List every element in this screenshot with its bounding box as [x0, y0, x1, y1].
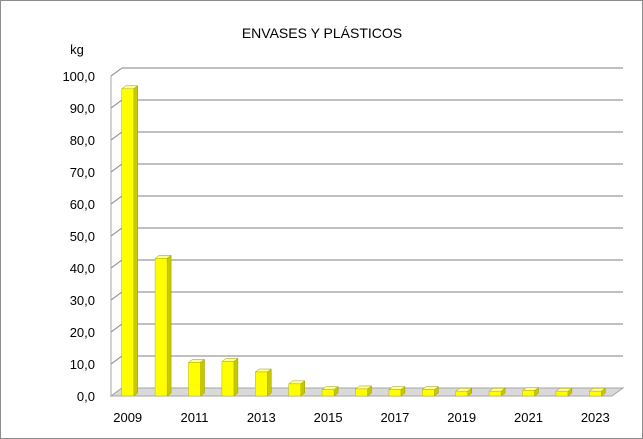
bar-front: [154, 258, 168, 397]
bar: [254, 368, 273, 397]
y-tick-label: 40,0: [70, 261, 95, 276]
x-tick-label: 2021: [514, 410, 543, 425]
gridline-depth: [110, 355, 123, 365]
gridline-depth: [110, 323, 123, 333]
bar-front: [422, 389, 435, 397]
bar-front: [455, 390, 468, 397]
y-tick-label: 70,0: [70, 165, 95, 180]
y-axis-unit-label: kg: [70, 42, 84, 57]
bar: [321, 386, 339, 397]
bar-layer: [120, 85, 607, 397]
bar-side: [200, 358, 205, 397]
y-tick-label: 60,0: [70, 197, 95, 212]
x-tick-label: 2013: [247, 410, 276, 425]
gridline-depth: [110, 227, 123, 237]
bar-side: [233, 357, 239, 397]
y-tick-label: 0,0: [77, 389, 95, 404]
gridline-depth: [110, 259, 123, 269]
bar: [454, 387, 473, 397]
x-tick-label: 2017: [380, 410, 409, 425]
bar-front: [221, 361, 235, 397]
y-tick-label: 90,0: [70, 101, 95, 116]
gridline-depth: [110, 195, 123, 205]
x-tick-label: 2019: [447, 410, 476, 425]
bar: [388, 386, 406, 397]
bar-front: [555, 390, 569, 397]
x-tick-label: 2015: [314, 410, 343, 425]
bar-front: [522, 390, 535, 397]
gridline-depth: [110, 131, 123, 141]
y-tick-label: 100,0: [62, 69, 95, 84]
grid-layer: [109, 67, 625, 397]
bar-side: [166, 254, 172, 397]
x-tick-labels: 2009 2011 2013 2015 2017 2019 2021 2023: [113, 410, 610, 425]
chart-title: ENVASES Y PLÁSTICOS: [242, 25, 402, 41]
bar-side: [133, 85, 138, 397]
bar: [421, 386, 440, 397]
x-tick-label: 2011: [181, 410, 209, 425]
bar: [120, 85, 139, 397]
y-tick-label: 80,0: [70, 133, 95, 148]
bar-side: [267, 368, 272, 397]
bar: [588, 387, 607, 397]
bar-front: [288, 383, 301, 397]
y-tick-label: 30,0: [70, 293, 95, 308]
y-tick-label: 10,0: [70, 357, 95, 372]
bar: [287, 380, 306, 397]
y-tick-label: 50,0: [70, 229, 95, 244]
gridline-depth: [110, 67, 123, 77]
bar-front: [121, 88, 134, 397]
x-tick-label: 2009: [113, 410, 142, 425]
bar: [221, 357, 239, 397]
bar: [521, 387, 540, 397]
bar-front: [488, 390, 502, 397]
bar: [488, 387, 506, 397]
gridline-depth: [110, 291, 123, 301]
y-tick-label: 20,0: [70, 325, 95, 340]
gridline-depth: [110, 99, 123, 109]
bar-front: [188, 362, 201, 397]
x-tick-label: 2023: [581, 410, 610, 425]
bar: [187, 358, 206, 397]
bar: [555, 387, 573, 397]
bar: [354, 385, 373, 397]
bar-front: [355, 388, 368, 397]
bar-front: [255, 371, 268, 397]
y-tick-labels: 0,0 10,0 20,0 30,0 40,0 50,0 60,0 70,0 80,0 90,0 1…: [62, 69, 95, 404]
gridline-depth: [110, 163, 123, 173]
bar-front: [589, 390, 602, 397]
bar-front: [388, 389, 402, 397]
bar-front: [321, 389, 335, 397]
bar: [154, 254, 172, 397]
